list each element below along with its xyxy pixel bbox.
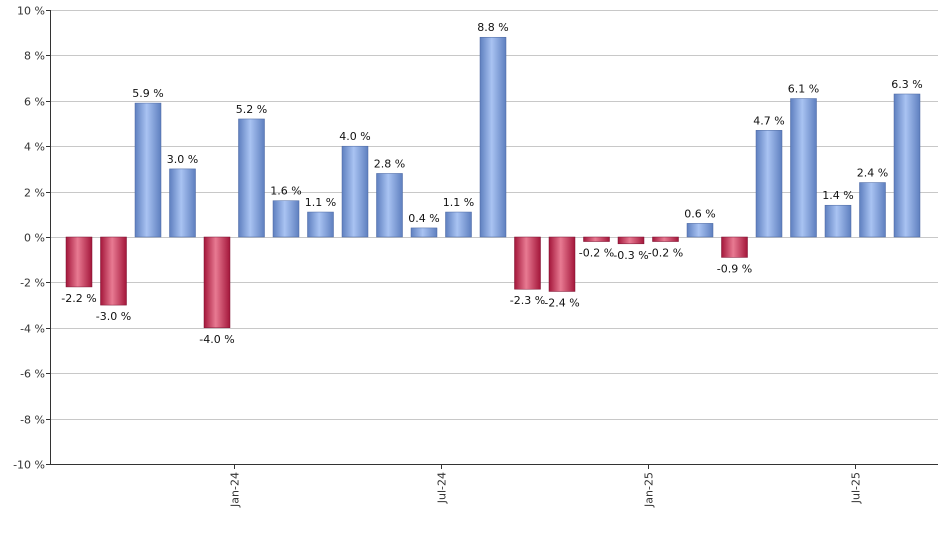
y-tick-label: 8 % <box>24 50 45 63</box>
bar <box>686 223 714 238</box>
bar <box>479 36 507 238</box>
data-labels: -2.2 %-3.0 % 5.9 % 3.0 % -4.0 % 5.2 % 1.6 % 1.… <box>61 21 922 346</box>
bar-value-label: 8.8 % <box>477 21 508 34</box>
bar <box>548 236 576 292</box>
x-tick-label: Jul-24 <box>436 472 449 504</box>
bar-value-label: -0.2 % <box>648 247 683 260</box>
bar-value-label: -2.3 % <box>510 294 545 307</box>
bar-value-label: 5.9 % <box>132 87 163 100</box>
bar-value-label: 0.6 % <box>684 207 715 220</box>
bar <box>376 173 403 238</box>
bar-value-label: 3.0 % <box>167 153 198 166</box>
y-tick-label: -2 % <box>20 277 45 290</box>
bar-value-label: 0.4 % <box>408 212 439 225</box>
bar <box>893 93 921 238</box>
bar-value-label: 1.6 % <box>270 185 301 198</box>
bar <box>824 204 852 238</box>
x-tick-label: Jan-25 <box>643 472 656 508</box>
bar <box>617 236 645 245</box>
bar-value-label: 6.3 % <box>891 78 922 91</box>
y-tick-label: -10 % <box>13 459 45 472</box>
bar-value-label: 2.8 % <box>374 157 405 170</box>
y-tick-label: -4 % <box>20 323 45 336</box>
bar-value-label: 1.1 % <box>443 196 474 209</box>
x-tick-label: Jan-24 <box>229 472 242 508</box>
bar <box>721 236 748 258</box>
bar <box>307 211 334 238</box>
y-tick-label: 2 % <box>24 187 45 200</box>
bar <box>169 168 196 238</box>
x-tick-label: Jul-25 <box>850 472 863 504</box>
bars <box>65 36 921 329</box>
bar <box>514 236 541 290</box>
bar-value-label: -2.2 % <box>61 292 96 305</box>
y-tick-label: 10 % <box>17 5 45 18</box>
bar <box>790 98 817 238</box>
y-tick-label: -6 % <box>20 368 45 381</box>
bar-value-label: 1.4 % <box>822 189 853 202</box>
bar-value-label: 4.0 % <box>339 130 370 143</box>
bar <box>859 182 886 238</box>
bar-value-label: 4.7 % <box>753 114 784 127</box>
bar <box>100 236 127 306</box>
bar-value-label: 1.1 % <box>305 196 336 209</box>
bar <box>410 227 438 238</box>
bar <box>755 130 783 238</box>
bar <box>341 145 369 238</box>
bar-value-label: -0.3 % <box>613 249 648 262</box>
bar-value-label: -0.2 % <box>579 247 614 260</box>
axes: -10 % -8 % -6 % -4 % -2 % 0 % 2 % 4 % 6 % 8 % 10 %… <box>13 5 938 508</box>
y-tick-label: -8 % <box>20 414 45 427</box>
bar-value-label: 5.2 % <box>236 103 267 116</box>
bar-value-label: -4.0 % <box>199 333 234 346</box>
bar <box>134 102 162 238</box>
y-tick-label: 0 % <box>24 232 45 245</box>
bar-value-label: 2.4 % <box>857 167 888 180</box>
bar <box>652 236 679 242</box>
bar <box>203 236 231 329</box>
bar-value-label: 6.1 % <box>788 83 819 96</box>
y-tick-label: 4 % <box>24 141 45 154</box>
bar-value-label: -2.4 % <box>544 296 579 309</box>
bar-value-label: -0.9 % <box>717 262 752 275</box>
bar-value-label: -3.0 % <box>96 310 131 323</box>
bar <box>445 211 472 238</box>
bar <box>583 236 610 242</box>
bar <box>65 236 93 288</box>
bar <box>238 118 265 238</box>
bar <box>272 200 300 238</box>
y-tick-label: 6 % <box>24 96 45 109</box>
